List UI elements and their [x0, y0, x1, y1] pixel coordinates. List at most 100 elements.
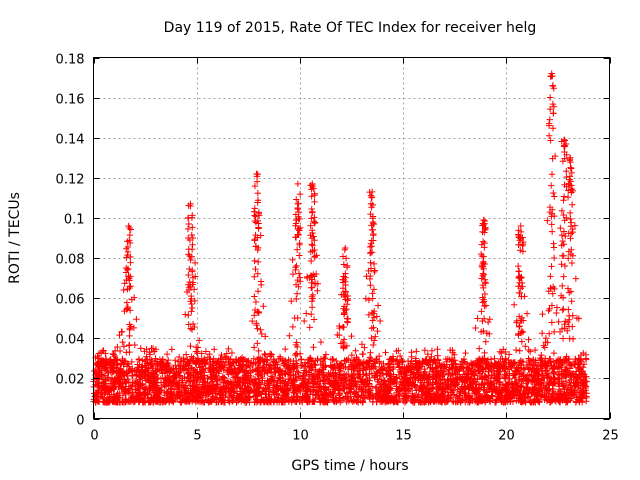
- data-point: [157, 375, 165, 382]
- data-point: [311, 214, 318, 221]
- data-point: [102, 376, 109, 383]
- data-point: [343, 264, 351, 271]
- data-point: [331, 398, 338, 406]
- data-point: [467, 397, 474, 405]
- data-point: [210, 362, 217, 369]
- data-point: [568, 165, 575, 172]
- data-point: [325, 377, 332, 385]
- data-point: [423, 360, 431, 367]
- data-point: [566, 289, 573, 296]
- data-point: [188, 292, 195, 300]
- data-point: [293, 262, 300, 270]
- data-point: [161, 382, 168, 390]
- data-point: [342, 288, 350, 296]
- data-point: [566, 181, 573, 188]
- data-point: [255, 309, 262, 317]
- data-point: [261, 366, 268, 373]
- data-point: [296, 252, 303, 259]
- data-point: [289, 378, 296, 386]
- data-point: [258, 330, 265, 338]
- data-point: [370, 324, 377, 331]
- data-point: [311, 246, 318, 254]
- data-point: [166, 367, 173, 375]
- data-point: [320, 399, 328, 406]
- data-point: [124, 251, 131, 259]
- data-point: [359, 350, 366, 358]
- data-point: [376, 359, 383, 366]
- data-point: [306, 324, 313, 331]
- data-point: [384, 392, 391, 399]
- data-point: [548, 70, 555, 77]
- data-point: [481, 225, 489, 232]
- data-point: [435, 396, 442, 404]
- x-axis-title: GPS time / hours: [291, 458, 408, 474]
- data-point: [466, 399, 473, 406]
- data-point: [470, 370, 477, 378]
- data-point: [342, 244, 349, 252]
- data-point: [203, 396, 211, 403]
- data-point: [339, 372, 347, 379]
- data-point: [346, 382, 353, 390]
- data-point: [413, 348, 420, 355]
- data-point: [296, 274, 304, 281]
- data-point: [200, 399, 207, 406]
- data-point: [285, 356, 292, 363]
- data-point: [481, 290, 489, 298]
- data-point: [125, 367, 132, 375]
- data-point: [131, 341, 138, 349]
- data-point: [579, 364, 587, 371]
- data-point: [194, 344, 202, 351]
- data-point: [553, 309, 560, 317]
- data-point: [176, 362, 183, 369]
- data-point: [296, 239, 303, 247]
- data-point: [307, 232, 314, 239]
- data-point: [105, 369, 112, 376]
- data-point: [146, 386, 153, 394]
- data-point: [126, 231, 133, 239]
- data-point: [449, 365, 456, 372]
- data-point: [254, 340, 261, 347]
- data-point: [424, 351, 432, 358]
- data-point: [364, 376, 371, 384]
- data-point: [368, 222, 375, 229]
- data-point: [259, 357, 267, 365]
- data-point: [189, 304, 196, 312]
- data-point: [110, 391, 118, 399]
- data-point: [358, 387, 365, 395]
- data-point: [143, 353, 150, 360]
- data-point: [525, 366, 532, 373]
- data-point: [541, 396, 548, 404]
- data-point: [245, 394, 252, 402]
- data-point: [566, 209, 574, 217]
- data-point: [446, 346, 454, 354]
- data-point: [114, 377, 121, 385]
- data-point: [336, 324, 343, 332]
- data-point: [311, 198, 318, 206]
- data-point: [236, 377, 243, 384]
- data-point: [541, 358, 548, 366]
- data-point: [515, 283, 522, 290]
- y-tick-label: 0.16: [56, 93, 85, 108]
- data-point: [368, 243, 375, 250]
- data-point: [559, 335, 567, 342]
- data-point: [289, 382, 297, 390]
- data-point: [410, 370, 417, 377]
- data-point: [367, 200, 375, 207]
- data-point: [498, 397, 505, 405]
- data-point: [113, 356, 121, 363]
- data-point: [313, 387, 320, 394]
- data-point: [557, 224, 564, 232]
- data-point: [481, 349, 488, 357]
- data-point: [303, 310, 310, 317]
- data-point: [565, 180, 572, 187]
- data-point: [518, 279, 526, 287]
- data-point: [445, 380, 452, 388]
- data-point: [321, 355, 329, 362]
- data-point: [281, 345, 289, 353]
- data-point: [269, 376, 276, 383]
- y-tick-label: 0.1: [64, 213, 85, 228]
- data-point: [563, 151, 570, 158]
- data-point: [560, 273, 567, 280]
- data-point: [156, 387, 163, 394]
- data-point: [436, 360, 443, 368]
